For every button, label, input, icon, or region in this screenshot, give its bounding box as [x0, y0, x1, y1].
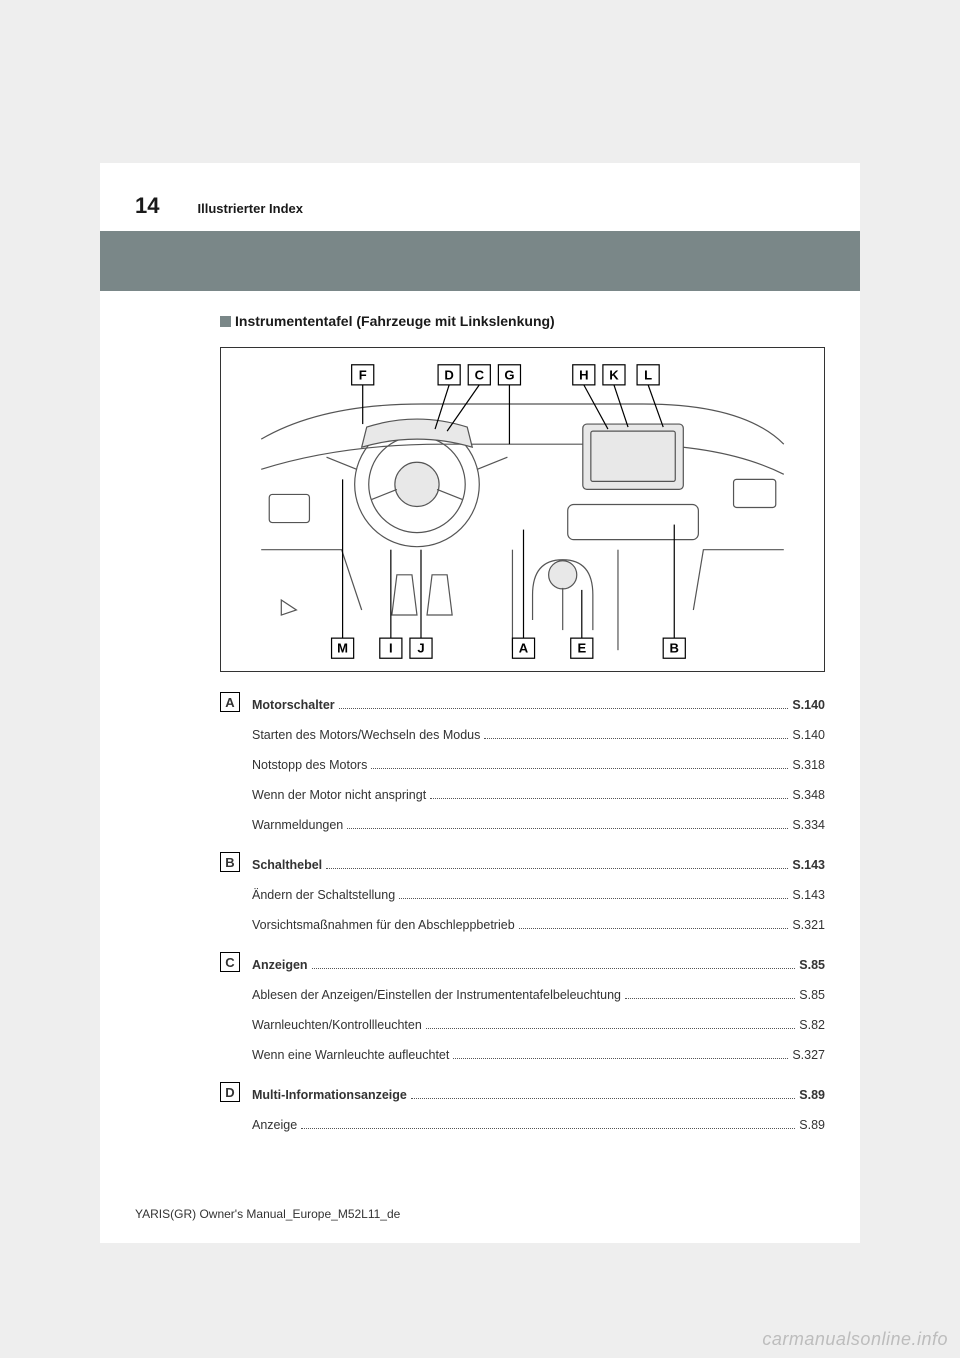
toc: AMotorschalterS.140Starten des Motors/We… — [220, 692, 825, 1132]
svg-text:B: B — [670, 641, 679, 656]
toc-page-ref: S.85 — [799, 958, 825, 972]
square-bullet-icon — [220, 316, 231, 327]
svg-text:I: I — [389, 641, 393, 656]
toc-group: D Multi-Informationsanzeige S.89 Anzeige S.8… — [220, 1082, 825, 1132]
svg-text:E: E — [577, 641, 586, 656]
toc-dots — [426, 1028, 796, 1029]
diagram-label-M: M — [332, 479, 354, 658]
manual-page: 14 Illustrierter Index Instrumententafel… — [100, 163, 860, 1243]
watermark: carmanualsonline.info — [762, 1329, 948, 1350]
toc-page-ref: S.321 — [792, 918, 825, 932]
toc-label: Notstopp des Motors — [252, 758, 367, 772]
toc-page-ref: S.82 — [799, 1018, 825, 1032]
toc-line: C Anzeigen S.85 — [220, 952, 825, 972]
toc-line: Notstopp des Motors S.318 — [220, 758, 825, 772]
toc-dots — [484, 738, 788, 739]
subtitle-text: Instrumententafel (Fahrzeuge mit Linksle… — [235, 313, 555, 329]
svg-text:A: A — [519, 641, 529, 656]
toc-line: Warnleuchten/Kontrollleuchten S.82 — [220, 1018, 825, 1032]
svg-text:C: C — [475, 367, 485, 382]
page-header: 14 Illustrierter Index — [100, 163, 860, 219]
svg-text:K: K — [609, 367, 619, 382]
toc-page-ref: S.143 — [792, 888, 825, 902]
toc-label: Ablesen der Anzeigen/Einstellen der Inst… — [252, 988, 621, 1002]
diagram-label-A: A — [512, 530, 534, 659]
footer-text: YARIS(GR) Owner's Manual_Europe_M52L11_d… — [135, 1207, 400, 1221]
toc-page-ref: S.334 — [792, 818, 825, 832]
dashboard-diagram: F D C G H — [220, 347, 825, 672]
toc-label: Wenn eine Warnleuchte aufleuchtet — [252, 1048, 449, 1062]
toc-label: Vorsichtsmaßnahmen für den Abschleppbetr… — [252, 918, 515, 932]
toc-dots — [411, 1098, 795, 1099]
toc-label: Anzeige — [252, 1118, 297, 1132]
dashboard-svg: F D C G H — [221, 348, 824, 671]
toc-line: Ablesen der Anzeigen/Einstellen der Inst… — [220, 988, 825, 1002]
toc-dots — [371, 768, 788, 769]
toc-label: Wenn der Motor nicht anspringt — [252, 788, 426, 802]
toc-group: BSchalthebelS.143Ändern der Schaltstellu… — [220, 852, 825, 932]
toc-letter-box: A — [220, 692, 240, 712]
section-title: Illustrierter Index — [197, 201, 302, 216]
diagram-label-I: I — [380, 550, 402, 659]
toc-dots — [339, 708, 789, 709]
toc-line: Anzeige S.89 — [220, 1118, 825, 1132]
toc-label: Warnleuchten/Kontrollleuchten — [252, 1018, 422, 1032]
toc-label: Ändern der Schaltstellung — [252, 888, 395, 902]
toc-line: A Motorschalter S.140 — [220, 692, 825, 712]
toc-page-ref: S.140 — [792, 698, 825, 712]
toc-page-ref: S.89 — [799, 1088, 825, 1102]
toc-label: Starten des Motors/Wechseln des Modus — [252, 728, 480, 742]
diagram-label-F: F — [352, 365, 374, 424]
svg-text:D: D — [444, 367, 453, 382]
toc-page-ref: S.140 — [792, 728, 825, 742]
toc-page-ref: S.327 — [792, 1048, 825, 1062]
svg-text:G: G — [504, 367, 514, 382]
toc-label: Anzeigen — [252, 958, 308, 972]
svg-text:H: H — [579, 367, 588, 382]
toc-group: C Anzeigen S.85 Ablesen der Anzeigen/Einste… — [220, 952, 825, 1062]
svg-text:J: J — [417, 641, 424, 656]
subsection-title: Instrumententafel (Fahrzeuge mit Linksle… — [220, 313, 860, 329]
toc-line: Ändern der Schaltstellung S.143 — [220, 888, 825, 902]
toc-line: Starten des Motors/Wechseln des Modus S.1… — [220, 728, 825, 742]
svg-text:L: L — [644, 367, 652, 382]
header-bar — [100, 231, 860, 291]
toc-dots — [326, 868, 788, 869]
toc-group: AMotorschalterS.140Starten des Motors/We… — [220, 692, 825, 832]
toc-dots — [519, 928, 789, 929]
toc-letter-box: D — [220, 1082, 240, 1102]
toc-page-ref: S.318 — [792, 758, 825, 772]
toc-label: Motorschalter — [252, 698, 335, 712]
diagram-label-E: E — [571, 590, 593, 658]
toc-line: B Schalthebel S.143 — [220, 852, 825, 872]
toc-label: Multi-Informationsanzeige — [252, 1088, 407, 1102]
diagram-label-K: K — [603, 365, 628, 427]
toc-line: Vorsichtsmaßnahmen für den Abschleppbetr… — [220, 918, 825, 932]
toc-line: Wenn der Motor nicht anspringt S.348 — [220, 788, 825, 802]
toc-dots — [399, 898, 788, 899]
toc-dots — [453, 1058, 788, 1059]
toc-page-ref: S.348 — [792, 788, 825, 802]
toc-dots — [430, 798, 788, 799]
toc-page-ref: S.85 — [799, 988, 825, 1002]
diagram-label-B: B — [663, 525, 685, 659]
page-number: 14 — [135, 193, 159, 219]
toc-line: Wenn eine Warnleuchte aufleuchtet S.327 — [220, 1048, 825, 1062]
toc-dots — [312, 968, 796, 969]
toc-page-ref: S.143 — [792, 858, 825, 872]
diagram-label-D: D — [435, 365, 460, 429]
toc-dots — [347, 828, 788, 829]
toc-page-ref: S.89 — [799, 1118, 825, 1132]
svg-text:M: M — [337, 641, 348, 656]
toc-letter-box: C — [220, 952, 240, 972]
toc-label: Schalthebel — [252, 858, 322, 872]
toc-line: Warnmeldungen S.334 — [220, 818, 825, 832]
svg-text:F: F — [359, 367, 367, 382]
toc-dots — [301, 1128, 795, 1129]
toc-line: D Multi-Informationsanzeige S.89 — [220, 1082, 825, 1102]
diagram-label-L: L — [637, 365, 663, 427]
toc-letter-box: B — [220, 852, 240, 872]
toc-label: Warnmeldungen — [252, 818, 343, 832]
toc-dots — [625, 998, 795, 999]
